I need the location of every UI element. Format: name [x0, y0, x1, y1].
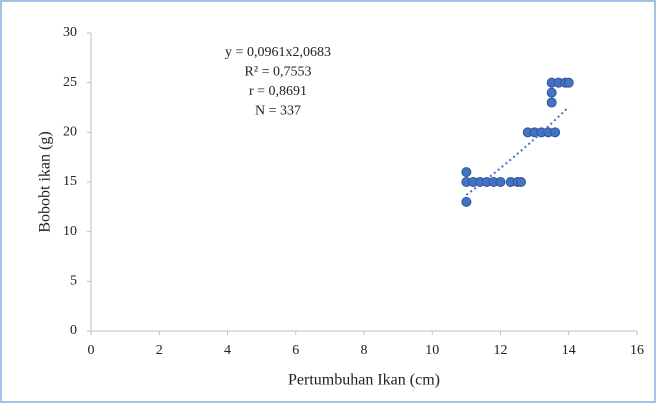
y-tick-label: 0: [70, 323, 77, 338]
point: [550, 127, 561, 138]
y-tick-label: 20: [63, 125, 77, 140]
point: [546, 97, 557, 108]
x-tick-label: 8: [361, 343, 368, 358]
x-tick-label: 16: [630, 343, 644, 358]
trendline: [465, 106, 570, 196]
y-tick-label: 30: [63, 25, 77, 40]
y-tick-label: 15: [63, 174, 77, 189]
y-tick-label: 25: [63, 75, 77, 90]
x-axis-title: Pertumbuhan Ikan (cm): [288, 372, 440, 389]
y-tick-label: 10: [63, 224, 77, 239]
x-tick-label: 12: [494, 343, 508, 358]
x-tick-label: 4: [224, 343, 231, 358]
x-tick-label: 6: [292, 343, 299, 358]
annotation: N = 337: [255, 104, 301, 119]
annotation: R² = 0,7553: [245, 65, 312, 80]
x-tick-label: 14: [562, 343, 576, 358]
annotation: y = 0,0961x2,0683: [225, 45, 331, 60]
point: [461, 167, 472, 178]
annotation: r = 0,8691: [249, 84, 307, 99]
x-tick-label: 10: [425, 343, 439, 358]
y-axis-title: Bobobt ikan (g): [37, 131, 54, 232]
point: [515, 177, 526, 187]
point: [461, 196, 472, 207]
x-tick-label: 2: [156, 343, 163, 358]
point: [563, 77, 574, 88]
point: [546, 87, 557, 98]
y-tick-label: 5: [70, 274, 77, 289]
point: [495, 177, 506, 187]
x-tick-label: 0: [88, 343, 95, 358]
